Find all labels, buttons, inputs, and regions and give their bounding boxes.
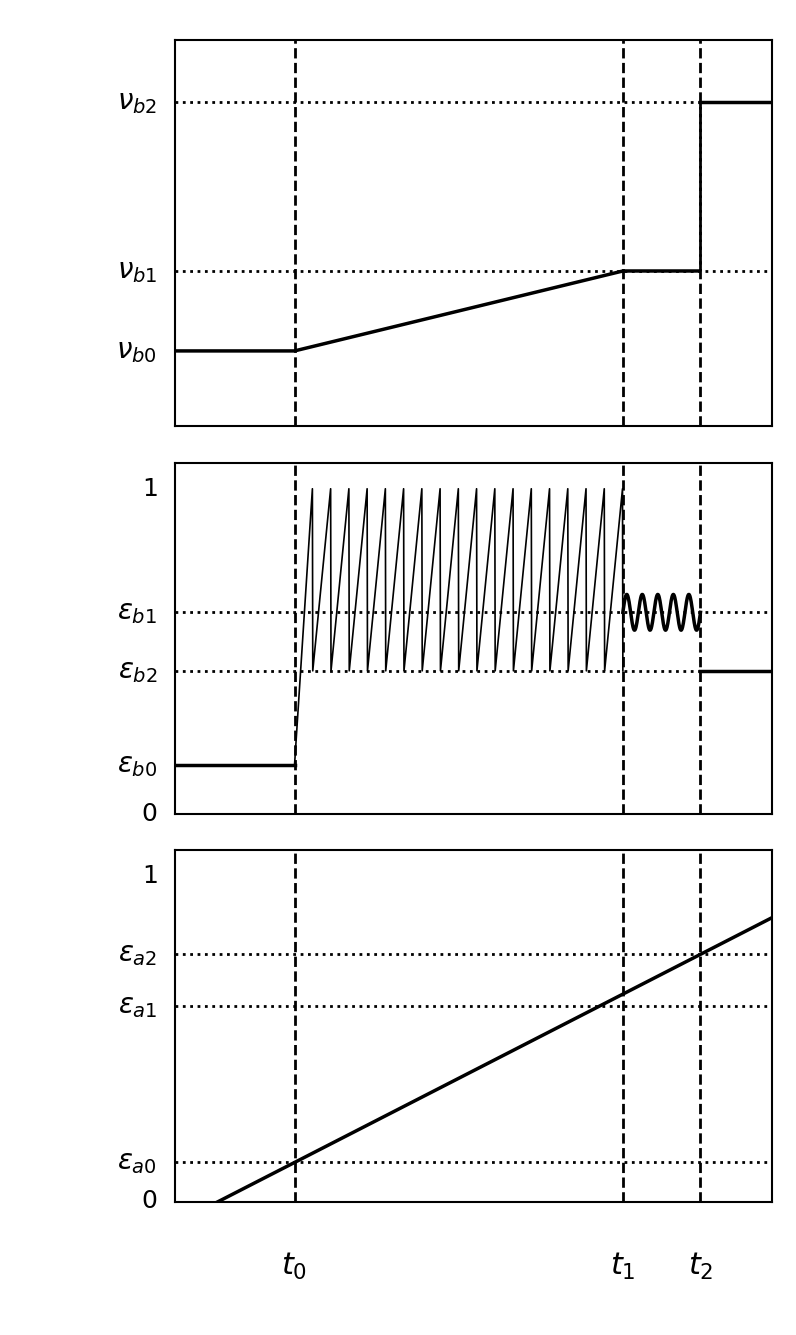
Text: $\varepsilon_{a0}$: $\varepsilon_{a0}$ bbox=[117, 1148, 158, 1176]
Text: $\varepsilon_{a1}$: $\varepsilon_{a1}$ bbox=[118, 992, 158, 1020]
Text: $\nu_{b2}$: $\nu_{b2}$ bbox=[117, 88, 158, 116]
Text: $\varepsilon_{b0}$: $\varepsilon_{b0}$ bbox=[117, 752, 158, 780]
Text: $\nu_{b0}$: $\nu_{b0}$ bbox=[116, 336, 158, 364]
Text: $0$: $0$ bbox=[141, 802, 158, 826]
Text: $t_2$: $t_2$ bbox=[688, 1251, 713, 1282]
Text: $\varepsilon_{b2}$: $\varepsilon_{b2}$ bbox=[118, 657, 158, 685]
Text: $\nu_{b1}$: $\nu_{b1}$ bbox=[117, 256, 158, 284]
Text: $1$: $1$ bbox=[142, 477, 158, 501]
Text: $t_0$: $t_0$ bbox=[282, 1251, 307, 1282]
Text: $0$: $0$ bbox=[141, 1189, 158, 1214]
Text: $1$: $1$ bbox=[142, 864, 158, 888]
Text: $\varepsilon_{b1}$: $\varepsilon_{b1}$ bbox=[117, 598, 158, 626]
Text: $t_1$: $t_1$ bbox=[610, 1251, 636, 1282]
Text: $\varepsilon_{a2}$: $\varepsilon_{a2}$ bbox=[118, 940, 158, 968]
